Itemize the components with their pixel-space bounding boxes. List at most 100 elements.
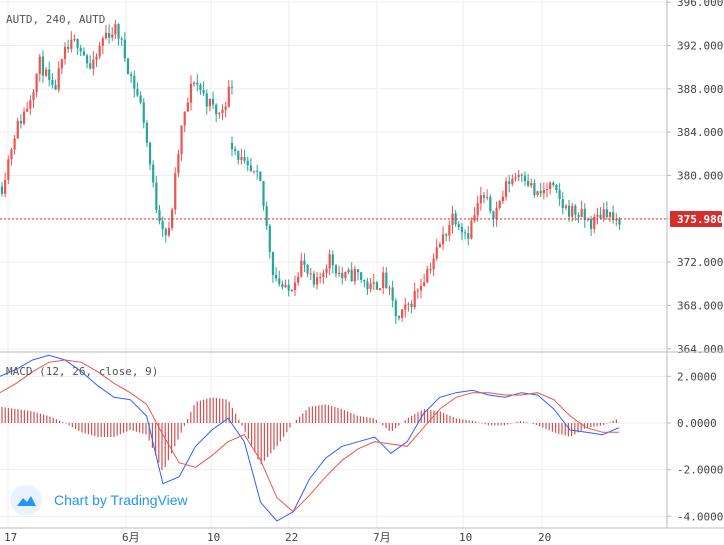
time-tick-label: 20 — [538, 531, 551, 544]
candle-body — [542, 189, 545, 194]
candle-body — [275, 275, 278, 279]
candle-body — [268, 225, 271, 252]
candle-body — [89, 63, 92, 69]
signal-line — [0, 359, 619, 513]
candle-body — [574, 205, 577, 215]
candle-body — [388, 287, 391, 289]
candle-body — [287, 284, 290, 291]
candle-body — [19, 120, 22, 124]
symbol-legend: AUTD, 240, AUTD — [6, 13, 105, 26]
candle-body — [520, 174, 523, 176]
candle-body — [495, 207, 498, 219]
candle-body — [426, 269, 429, 283]
candle-body — [479, 195, 482, 204]
candle-body — [315, 277, 319, 285]
candle-body — [360, 272, 363, 280]
candle-body — [473, 215, 476, 221]
candle-body — [404, 304, 407, 310]
candle-body — [322, 272, 325, 278]
candle-body — [117, 24, 120, 39]
candle-body — [523, 175, 527, 181]
candle-body — [41, 56, 45, 76]
candle-body — [120, 38, 123, 40]
candle-body — [596, 214, 599, 217]
candle-body — [230, 86, 234, 88]
candle-body — [215, 104, 218, 115]
candle-body — [363, 279, 366, 282]
candle-body — [350, 269, 353, 282]
candle-body — [498, 201, 501, 208]
candle-body — [252, 170, 256, 172]
candle-body — [586, 219, 590, 221]
candle-body — [246, 160, 249, 166]
candle-body — [243, 157, 246, 161]
candle-body — [281, 284, 284, 288]
candle-body — [385, 272, 388, 289]
candle-body — [319, 277, 322, 279]
candle-body — [221, 109, 224, 114]
candle-body — [186, 102, 189, 112]
candle-body — [618, 218, 621, 225]
candle-body — [10, 149, 13, 160]
macd-tick-label: -4.0000 — [677, 510, 723, 523]
candle-body — [561, 199, 564, 208]
candle-body — [111, 34, 114, 38]
candle-body — [441, 234, 445, 245]
candle-body — [539, 191, 542, 194]
candle-body — [382, 272, 385, 289]
candle-body — [155, 182, 158, 210]
candle-body — [612, 212, 615, 221]
candle-body — [82, 51, 85, 56]
macd-line — [0, 354, 620, 522]
candle-body — [438, 244, 441, 248]
candle-body — [558, 190, 561, 200]
candle-body — [504, 181, 508, 197]
candle-body — [331, 254, 334, 266]
candle-body — [38, 56, 41, 74]
candle-body — [230, 142, 234, 150]
candle-body — [70, 39, 73, 49]
candle-body — [256, 170, 259, 172]
candle-body — [492, 211, 495, 219]
candle-body — [51, 79, 54, 85]
candle-body — [136, 88, 139, 96]
candle-body — [202, 90, 205, 94]
candle-body — [262, 181, 265, 207]
candle-body — [79, 47, 82, 52]
tradingview-watermark[interactable]: Chart by TradingView — [10, 485, 188, 515]
candle-body — [177, 154, 180, 174]
candle-body — [4, 179, 7, 194]
candle-body — [432, 258, 435, 270]
candle-body — [375, 282, 378, 290]
candle-body — [457, 224, 460, 228]
candle-body — [63, 47, 67, 59]
candle-body — [530, 183, 533, 186]
candle-body — [265, 206, 268, 226]
candle-body — [0, 186, 4, 194]
last-price-value: 375.980 — [677, 213, 723, 226]
price-tick-label: 388.000 — [677, 83, 723, 96]
candle-body — [234, 149, 237, 151]
candle-body — [139, 95, 142, 103]
candle-body — [130, 74, 133, 76]
candle-body — [278, 278, 281, 285]
candle-body — [259, 171, 262, 182]
candle-body — [545, 188, 549, 190]
candle-body — [394, 300, 397, 317]
candle-body — [482, 195, 486, 198]
candle-body — [218, 113, 221, 115]
price-tick-label: 380.000 — [677, 169, 723, 182]
candle-body — [599, 214, 602, 219]
candle-body — [312, 273, 315, 285]
time-tick-label: 6月 — [122, 531, 140, 544]
candle-body — [486, 197, 489, 199]
candle-body — [142, 102, 145, 123]
candle-body — [564, 205, 567, 208]
candle-body — [353, 269, 356, 282]
candle-body — [123, 39, 126, 59]
candle-body — [293, 282, 297, 291]
candle-body — [237, 150, 240, 160]
candle-body — [211, 99, 215, 105]
